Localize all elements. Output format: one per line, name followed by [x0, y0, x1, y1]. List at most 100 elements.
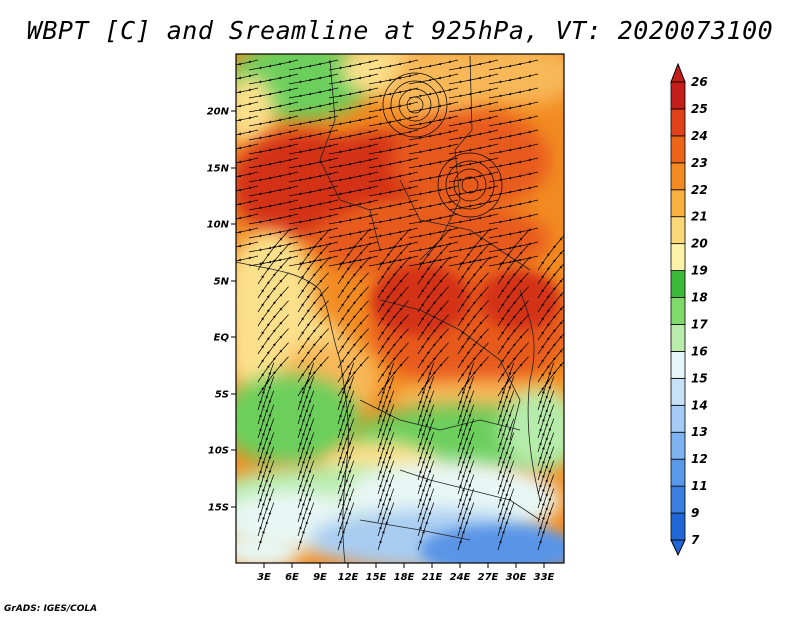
streamline: [377, 502, 395, 551]
longitude-axis: 3E 6E 9E 12E 15E 18E 21E 24E 27E 30E 33E: [257, 563, 555, 583]
lon-tick-label: 21E: [422, 572, 443, 583]
colorbar-label: 21: [691, 210, 708, 224]
field-blob: [236, 530, 300, 563]
colorbar-label: 18: [691, 291, 708, 305]
streamline: [448, 199, 499, 211]
lon-tick-label: 15E: [366, 572, 387, 583]
lat-tick-label: 10N: [207, 220, 230, 231]
lat-tick-label: 15N: [207, 164, 230, 175]
colorbar-top-arrow: [670, 62, 686, 83]
colorbar-label: 23: [691, 156, 708, 170]
streamline: [328, 101, 379, 113]
colorbar-label: 7: [691, 533, 700, 547]
streamline: [236, 101, 259, 112]
map-frame: [235, 53, 565, 564]
streamline: [328, 227, 379, 239]
streamline: [236, 129, 259, 140]
lon-tick-label: 3E: [257, 572, 271, 583]
swirl-ring: [453, 168, 487, 202]
field-blob: [500, 390, 564, 470]
streamline: [448, 101, 499, 113]
lon-tick-label: 27E: [478, 572, 499, 583]
streamline: [368, 115, 419, 127]
streamline: [488, 171, 539, 183]
swirl-ring: [461, 176, 479, 194]
streamline: [328, 129, 379, 141]
lon-tick-label: 30E: [506, 572, 527, 583]
streamline: [448, 73, 499, 85]
streamline: [236, 185, 259, 196]
streamline: [368, 73, 419, 85]
streamline: [488, 157, 539, 169]
streamline: [236, 87, 259, 98]
streamline: [408, 129, 459, 141]
colorbar-label: 12: [691, 452, 708, 466]
swirl-ring: [445, 160, 495, 210]
streamline: [248, 185, 299, 197]
streamline: [337, 502, 355, 551]
colorbar-bottom-arrow: [670, 539, 686, 557]
streamline: [288, 227, 339, 239]
streamline: [288, 213, 339, 225]
swirl-ring: [398, 88, 432, 122]
colorbar-segment: [670, 297, 686, 325]
lat-tick-label: 15S: [208, 503, 229, 514]
streamline: [408, 87, 459, 99]
streamline: [448, 115, 499, 127]
streamline: [488, 227, 539, 239]
streamline: [288, 199, 339, 211]
streamline: [328, 115, 379, 127]
latitude-axis: 20N 15N 10N 5N EQ 5S 10S 15S: [207, 107, 236, 514]
colorbar-segment: [670, 351, 686, 379]
colorbar-label: 25: [691, 102, 708, 116]
streamline: [328, 171, 379, 183]
streamline: [236, 241, 259, 252]
lat-tick-label: 20N: [207, 107, 230, 118]
colorbar-segment: [670, 108, 686, 137]
streamline: [236, 227, 259, 238]
colorbar-label: 15: [691, 371, 708, 385]
streamline: [368, 171, 419, 183]
streamline: [368, 199, 419, 211]
streamline: [288, 101, 339, 113]
lon-tick-label: 12E: [338, 572, 359, 583]
lon-tick-label: 6E: [285, 572, 299, 583]
streamline: [236, 171, 259, 182]
streamline: [328, 185, 379, 197]
streamline: [448, 129, 499, 141]
streamline: [408, 185, 459, 197]
streamline: [248, 87, 299, 99]
streamline: [236, 73, 259, 84]
field-blob: [420, 525, 564, 563]
wbpt-field: [236, 54, 564, 563]
streamline: [368, 59, 419, 71]
streamlines: [236, 59, 564, 551]
streamline: [288, 115, 339, 127]
colorbar-label: 17: [691, 317, 708, 331]
colorbar-label: 11: [691, 479, 708, 493]
streamline: [408, 143, 459, 155]
field-blob: [236, 75, 275, 145]
streamline: [488, 115, 539, 127]
streamline: [448, 59, 499, 71]
streamline: [368, 129, 419, 141]
streamline: [236, 157, 259, 168]
swirl-ring: [382, 72, 448, 138]
streamline: [288, 143, 339, 155]
colorbar-segment: [670, 512, 686, 541]
colorbar-segment: [670, 458, 686, 487]
field-blob: [480, 270, 560, 330]
streamline: [248, 227, 299, 239]
streamline: [368, 157, 419, 169]
streamline: [236, 255, 259, 266]
streamline: [248, 157, 299, 169]
colorbar-segment: [670, 189, 686, 218]
streamline: [328, 213, 379, 225]
streamline: [368, 185, 419, 197]
streamline: [408, 171, 459, 183]
lon-tick-label: 33E: [534, 572, 555, 583]
streamline: [257, 502, 275, 551]
streamline: [448, 213, 499, 225]
colorbar-label: 13: [691, 425, 708, 439]
streamline: [368, 227, 419, 239]
